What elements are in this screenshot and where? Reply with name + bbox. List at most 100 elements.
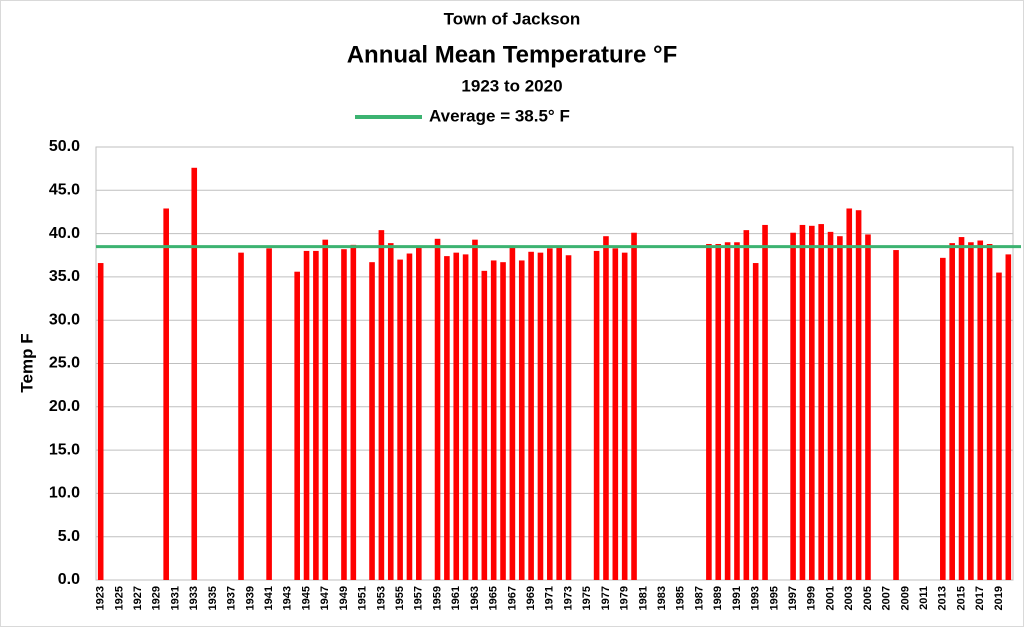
x-tick-label: 1985: [675, 586, 687, 610]
x-tick-label: 1971: [544, 586, 556, 610]
x-tick-label: 1957: [413, 586, 425, 610]
y-tick-label: 25.0: [49, 355, 80, 372]
bar: [322, 239, 329, 581]
bar: [762, 224, 768, 580]
bar: [631, 232, 637, 580]
x-tick-label: 1935: [207, 586, 219, 610]
x-tick-label: 2011: [918, 586, 930, 610]
x-tick-label: 1969: [525, 586, 537, 610]
bar: [434, 238, 441, 580]
x-tick-label: 1997: [787, 586, 799, 610]
bar: [893, 250, 899, 580]
bar: [191, 167, 198, 580]
bar: [565, 255, 572, 580]
bar: [986, 243, 993, 580]
x-tick-label: 1999: [806, 586, 818, 610]
bar: [977, 240, 984, 580]
y-tick-label: 20.0: [49, 398, 80, 415]
bar: [827, 231, 834, 581]
y-tick-label: 40.0: [49, 225, 80, 242]
bar: [387, 243, 394, 580]
bar: [406, 253, 413, 580]
bar: [462, 254, 469, 580]
bar: [444, 256, 450, 580]
x-tick-label: 1967: [506, 586, 518, 610]
x-tick-label: 2019: [993, 586, 1005, 610]
x-tick-label: 1953: [375, 586, 387, 610]
y-tick-label: 50.0: [49, 138, 80, 155]
y-tick-label: 10.0: [49, 485, 80, 502]
x-tick-label: 1939: [244, 586, 256, 610]
bar: [481, 270, 488, 580]
x-tick-label: 1931: [169, 586, 181, 610]
bar: [369, 262, 375, 580]
x-tick-label: 1987: [693, 586, 705, 610]
bar: [416, 246, 422, 580]
x-tick-label: 2009: [899, 586, 911, 610]
y-tick-label: 5.0: [58, 528, 80, 545]
bar: [837, 236, 843, 580]
bar: [743, 230, 750, 581]
bar: [818, 224, 824, 580]
bar: [612, 248, 619, 580]
x-tick-label: 2015: [955, 586, 967, 610]
bar: [603, 236, 609, 580]
x-tick-label: 1989: [712, 586, 724, 610]
x-tick-label: 2005: [862, 586, 874, 610]
chart-header: Town of Jackson: [444, 9, 581, 28]
bar: [556, 246, 562, 580]
bar: [97, 263, 104, 580]
bar: [1005, 254, 1012, 580]
bar: [490, 260, 497, 580]
bar: [865, 234, 871, 580]
y-tick-label: 0.0: [58, 571, 80, 588]
bar: [799, 224, 806, 580]
x-tick-label: 2017: [974, 586, 986, 610]
x-tick-label: 1993: [750, 586, 762, 610]
x-tick-label: 1975: [581, 586, 593, 610]
x-tick-label: 1961: [450, 586, 462, 610]
y-tick-label: 45.0: [49, 182, 80, 199]
bar: [303, 250, 310, 581]
x-tick-label: 1973: [562, 586, 574, 610]
bar: [724, 242, 731, 580]
bar: [397, 259, 403, 580]
x-tick-label: 2007: [881, 586, 893, 610]
x-tick-label: 1947: [319, 586, 331, 610]
x-tick-label: 1945: [300, 586, 312, 610]
x-tick-label: 2001: [824, 586, 836, 610]
chart-title: Annual Mean Temperature °F: [347, 41, 678, 68]
x-tick-label: 1965: [488, 586, 500, 610]
bar: [621, 252, 628, 581]
bar: [593, 250, 600, 581]
bar: [790, 232, 796, 580]
bar: [846, 208, 853, 580]
y-axis-label: Temp F: [17, 333, 36, 392]
bar: [453, 252, 460, 581]
bar: [518, 260, 525, 580]
bar: [940, 257, 946, 580]
legend-label: Average = 38.5° F: [429, 106, 570, 125]
bar: [855, 210, 862, 580]
bar: [958, 237, 965, 580]
x-tick-label: 1929: [151, 586, 163, 610]
x-tick-label: 1959: [431, 586, 443, 610]
x-tick-label: 1943: [282, 586, 294, 610]
bar: [996, 272, 1002, 580]
x-tick-label: 1949: [338, 586, 350, 610]
x-tick-label: 2013: [937, 586, 949, 610]
y-tick-label: 15.0: [49, 441, 80, 458]
bar: [378, 230, 385, 581]
x-tick-label: 1937: [226, 586, 238, 610]
x-tick-label: 1991: [731, 586, 743, 610]
bar: [238, 252, 244, 581]
y-tick-label: 35.0: [49, 268, 80, 285]
bar: [752, 263, 759, 580]
x-tick-label: 2003: [843, 586, 855, 610]
bar: [968, 242, 974, 580]
bar: [472, 239, 478, 581]
bar: [706, 243, 712, 580]
x-tick-label: 1925: [113, 586, 125, 610]
x-tick-label: 1963: [469, 586, 481, 610]
bar: [715, 243, 722, 580]
